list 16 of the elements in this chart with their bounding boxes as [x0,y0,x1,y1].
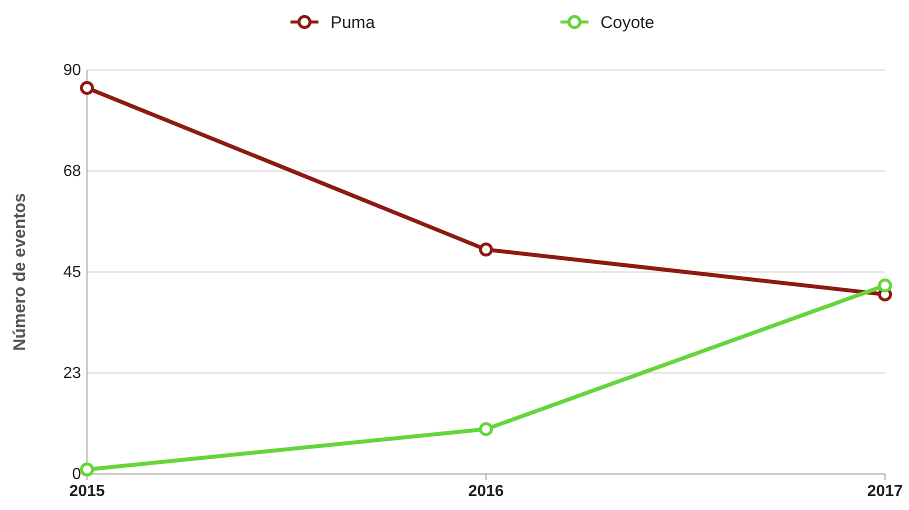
point [479,242,493,257]
y-tick-label: 90 [63,62,82,79]
point [80,80,94,95]
x-tick-label: 2016 [468,483,504,500]
y-tick-label: 68 [63,163,82,180]
point [878,278,892,292]
point [479,422,493,436]
y-tick-label: 23 [63,365,82,382]
legend-label: Coyote [600,13,654,32]
x-tick-label: 2015 [69,483,105,500]
legend-label: Puma [330,13,376,32]
point [80,462,94,477]
x-tick-label: 2017 [867,483,903,500]
y-axis-title: Número de eventos [10,193,29,351]
y-tick-label: 45 [63,264,82,281]
y-tick-label: 0 [72,466,82,483]
